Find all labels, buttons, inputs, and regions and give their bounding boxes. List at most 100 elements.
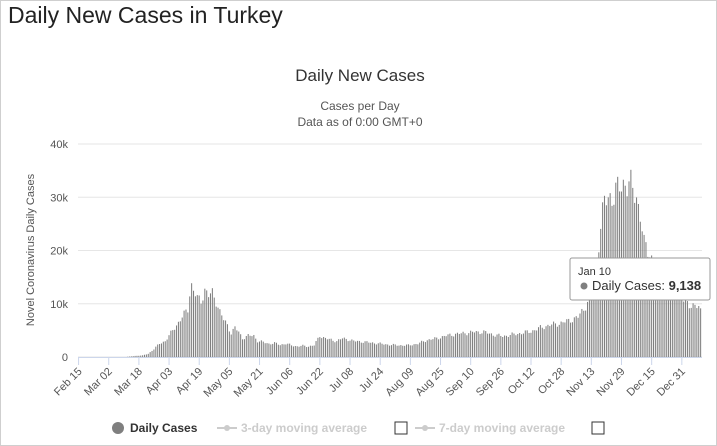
bar[interactable] [243,339,245,357]
bar[interactable] [302,344,304,357]
bar[interactable] [174,329,176,357]
bar[interactable] [419,342,421,357]
bar[interactable] [336,341,338,357]
bar[interactable] [445,336,447,357]
bar[interactable] [566,319,568,357]
bar[interactable] [373,343,376,357]
bar[interactable] [443,335,445,357]
bar[interactable] [147,353,149,357]
bar[interactable] [406,344,408,357]
bar[interactable] [134,355,136,357]
bar[interactable] [307,346,310,357]
bar[interactable] [187,312,189,357]
bar[interactable] [509,335,511,357]
bar[interactable] [202,300,204,357]
bar[interactable] [526,330,528,357]
bar[interactable] [441,336,443,357]
bar[interactable] [564,322,566,357]
bar[interactable] [585,310,587,357]
bar[interactable] [494,336,496,357]
bar[interactable] [468,333,470,357]
bar[interactable] [398,345,400,357]
bar[interactable] [326,339,328,357]
bar[interactable] [226,324,228,357]
bar[interactable] [219,309,221,357]
bar[interactable] [140,355,142,357]
bar[interactable] [598,252,600,357]
bar[interactable] [694,304,696,357]
bar[interactable] [481,333,483,357]
bar[interactable] [671,281,673,357]
bar[interactable] [592,285,594,357]
bar[interactable] [260,340,262,357]
bar[interactable] [268,343,270,358]
bar[interactable] [485,331,487,357]
bar[interactable] [319,337,321,357]
bar[interactable] [242,339,244,357]
bar[interactable] [372,342,374,357]
bar[interactable] [183,310,185,357]
bar[interactable] [596,259,598,357]
bar[interactable] [541,327,543,357]
bar[interactable] [562,322,564,357]
bar[interactable] [490,333,492,357]
bar[interactable] [257,342,259,357]
bar[interactable] [511,332,513,357]
bar[interactable] [317,337,319,357]
bar[interactable] [675,299,677,357]
bar[interactable] [189,296,191,357]
bar[interactable] [155,346,157,357]
bar[interactable] [449,333,451,357]
bar[interactable] [215,306,217,357]
bar[interactable] [164,341,166,357]
bar[interactable] [283,344,285,357]
bar[interactable] [504,335,506,357]
bar[interactable] [238,331,240,357]
bar[interactable] [473,332,475,357]
bar[interactable] [696,308,698,357]
bar[interactable] [487,333,489,357]
bar[interactable] [387,344,389,358]
bar[interactable] [247,334,249,357]
bar[interactable] [349,340,351,357]
bar[interactable] [517,333,519,357]
bar[interactable] [341,338,343,357]
bar[interactable] [217,307,219,357]
bar[interactable] [309,345,311,357]
bar[interactable] [496,334,498,357]
bar[interactable] [153,349,155,357]
bar[interactable] [204,288,206,357]
bar[interactable] [253,334,255,357]
bar[interactable] [258,341,261,357]
bar[interactable] [432,339,434,357]
bar[interactable] [579,313,581,357]
bar[interactable] [464,333,466,357]
bar[interactable] [249,335,251,357]
bar[interactable] [355,341,357,358]
bar[interactable] [647,256,649,357]
bar[interactable] [558,324,560,357]
bar[interactable] [536,330,538,357]
bar[interactable] [198,295,200,357]
bar[interactable] [375,344,377,357]
bar[interactable] [553,321,555,357]
bar[interactable] [285,344,287,357]
bar[interactable] [234,326,236,357]
bar[interactable] [668,283,670,357]
bar[interactable] [434,337,436,357]
bar[interactable] [458,333,460,357]
bar[interactable] [466,335,468,357]
bar[interactable] [211,288,213,357]
bar[interactable] [385,344,387,357]
bar[interactable] [679,295,681,357]
bar[interactable] [554,323,556,357]
bar[interactable] [654,269,656,357]
bar[interactable] [460,333,462,357]
bar[interactable] [177,321,179,357]
bar[interactable] [575,316,577,357]
bar[interactable] [389,345,391,357]
bar[interactable] [430,339,432,357]
bar[interactable] [409,345,411,357]
bar[interactable] [451,335,453,357]
bar[interactable] [157,344,159,357]
